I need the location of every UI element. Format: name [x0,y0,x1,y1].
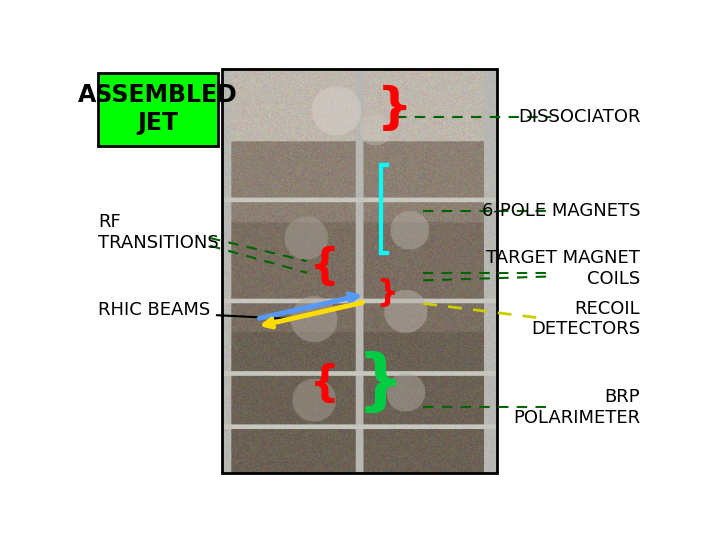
Text: RECOIL
DETECTORS: RECOIL DETECTORS [531,300,640,338]
Text: TARGET MAGNET
COILS: TARGET MAGNET COILS [487,249,640,288]
Bar [222,69,497,473]
Text: BRP
POLARIMETER: BRP POLARIMETER [513,388,640,427]
Text: RHIC BEAMS: RHIC BEAMS [98,301,210,319]
Text: }: } [376,278,397,307]
Text: {: { [310,363,340,406]
Text: }: } [357,352,405,417]
Text: DISSOCIATOR: DISSOCIATOR [518,108,640,126]
Text: RF
TRANSITIONS: RF TRANSITIONS [98,213,218,252]
Text: }: } [377,85,413,133]
Text: ASSEMBLED
JET: ASSEMBLED JET [78,83,238,135]
Text: 6-POLE MAGNETS: 6-POLE MAGNETS [482,202,640,220]
Bar [98,72,218,146]
Text: {: { [310,246,340,287]
